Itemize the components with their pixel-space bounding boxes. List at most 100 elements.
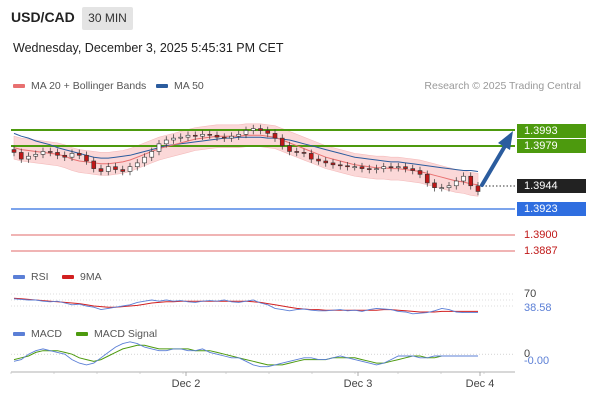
- candle: [207, 130, 213, 140]
- candle: [105, 162, 111, 176]
- rsi-line: [13, 298, 478, 315]
- candle-body: [62, 154, 68, 158]
- candle: [214, 131, 220, 141]
- candle: [26, 152, 31, 163]
- candle-body: [192, 134, 198, 137]
- macd-swatch-icon: [13, 332, 25, 337]
- candle-body: [113, 166, 118, 170]
- candle-body: [330, 162, 336, 166]
- legend-rsi: RSI: [13, 271, 49, 283]
- candles-layer: [11, 124, 481, 196]
- candle-body: [294, 151, 300, 153]
- candle: [40, 147, 46, 159]
- candle: [475, 181, 481, 196]
- candle-body: [388, 166, 394, 169]
- candle: [243, 126, 249, 139]
- candle: [178, 133, 184, 142]
- candle-body: [156, 143, 162, 152]
- candle: [134, 159, 140, 171]
- candle: [432, 179, 437, 192]
- candle: [301, 148, 307, 158]
- candle-body: [323, 160, 329, 164]
- last-price-label: 1.3944: [517, 179, 586, 193]
- rsi-ma-swatch-icon: [62, 275, 74, 280]
- candle: [76, 149, 82, 160]
- forecast-arrow-head-icon: [498, 131, 513, 150]
- candle-body: [47, 151, 53, 153]
- candle-body: [279, 137, 285, 147]
- candle: [287, 141, 292, 156]
- candle-body: [352, 166, 358, 169]
- candle: [258, 124, 263, 135]
- legend-ma20: MA 20 + Bollinger Bands: [13, 80, 146, 92]
- candle: [192, 131, 198, 141]
- candle-body: [214, 134, 220, 138]
- candle-body: [381, 166, 387, 169]
- rsi-value-label: 38.58: [524, 302, 552, 314]
- candle: [62, 151, 68, 161]
- candle: [388, 162, 394, 172]
- candle-body: [149, 151, 155, 158]
- rsi-panel: [11, 293, 515, 315]
- candle: [265, 126, 271, 138]
- candle: [250, 124, 256, 135]
- candle: [163, 136, 169, 148]
- candle: [308, 149, 314, 163]
- candle-body: [359, 166, 365, 169]
- candle-body: [207, 134, 213, 136]
- candle-body: [33, 154, 39, 157]
- candle: [127, 162, 133, 176]
- support-1-label: 1.3923: [517, 202, 586, 216]
- candle-body: [439, 187, 445, 189]
- candle-body: [243, 130, 249, 135]
- timeframe-badge[interactable]: 30 MIN: [82, 7, 133, 30]
- candle-body: [265, 130, 271, 134]
- candle: [424, 170, 430, 187]
- macd-value-label: -0.00: [524, 355, 550, 367]
- candle-body: [272, 133, 278, 139]
- candle: [272, 129, 278, 142]
- candle-body: [403, 166, 408, 169]
- legend-macd-signal-label: MACD Signal: [94, 328, 158, 340]
- candle: [33, 150, 39, 161]
- x-axis: Dec 2 Dec 3 Dec 4: [10, 371, 515, 390]
- candle: [156, 140, 162, 156]
- macd-panel: [11, 341, 515, 368]
- candle-body: [410, 168, 416, 171]
- candle: [468, 172, 474, 190]
- candle: [236, 130, 242, 141]
- candle: [229, 132, 234, 142]
- candle: [200, 130, 205, 141]
- resistance-2-label: 1.3993: [517, 124, 586, 138]
- candle: [171, 134, 176, 144]
- candle-body: [200, 134, 205, 137]
- candle: [11, 145, 17, 157]
- candle-body: [134, 162, 140, 168]
- candle-body: [366, 168, 372, 170]
- candle: [410, 164, 416, 175]
- forecast-arrow-layer: [480, 131, 513, 187]
- legend-rsi-ma-label: 9MA: [80, 271, 102, 283]
- candle: [84, 151, 89, 165]
- macd-zero-label: 0: [524, 348, 531, 360]
- candle: [55, 148, 60, 160]
- bollinger-band-layer: [13, 123, 479, 197]
- x-axis-tick-label: Dec 3: [344, 378, 373, 390]
- candle: [323, 157, 329, 167]
- candle: [279, 134, 285, 150]
- macd-signal-line: [13, 344, 478, 366]
- candle: [316, 155, 321, 165]
- candle: [381, 162, 387, 173]
- candle: [221, 133, 227, 142]
- resistance-1-label: 1.3979: [517, 139, 586, 153]
- research-credit: Research © 2025 Trading Central: [424, 80, 581, 92]
- legend-ma50-label: MA 50: [174, 80, 204, 92]
- candle: [461, 172, 466, 185]
- candle: [453, 177, 459, 190]
- candle-body: [345, 165, 350, 168]
- candle-body: [229, 135, 234, 139]
- candle-body: [120, 169, 126, 172]
- candle-body: [40, 151, 46, 155]
- chart-datetime: Wednesday, December 3, 2025 5:45:31 PM C…: [13, 41, 284, 55]
- candle: [185, 131, 191, 141]
